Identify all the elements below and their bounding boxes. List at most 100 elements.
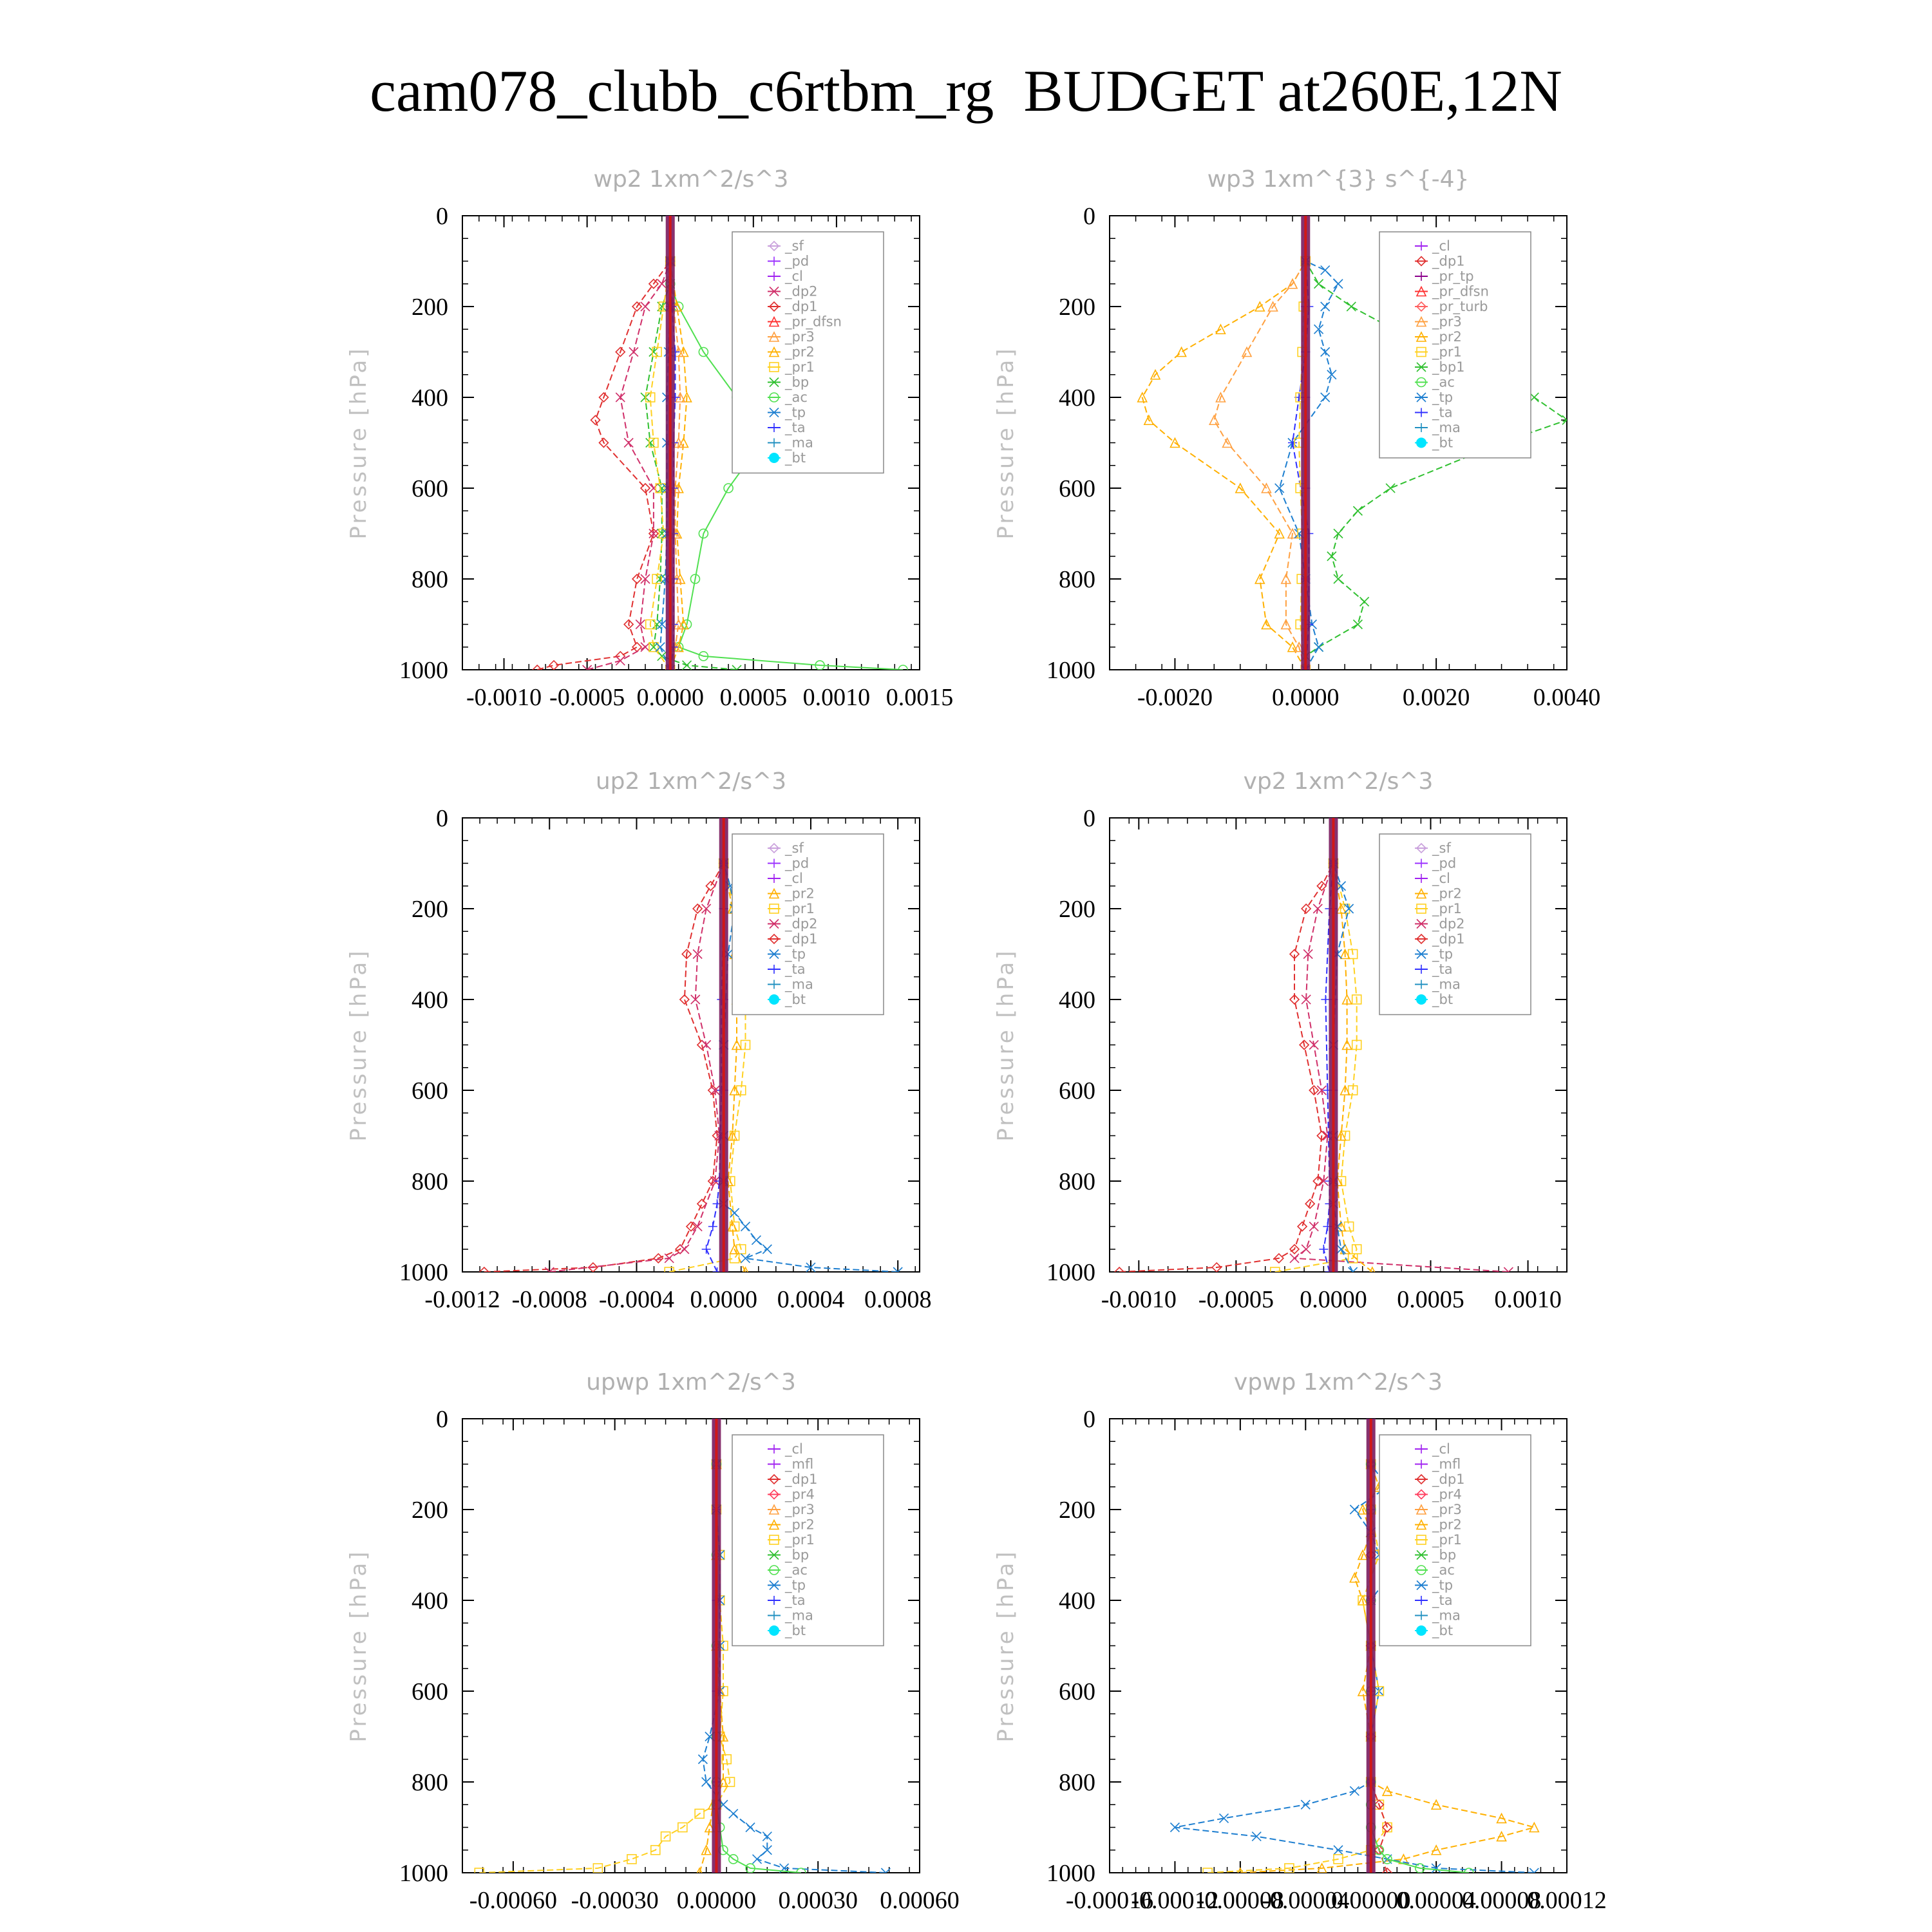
data-point-_pr2 [1430, 1844, 1442, 1855]
data-point-_pr1 [1347, 949, 1358, 960]
data-point-_dp1 [623, 619, 634, 630]
data-point-_dp2 [649, 528, 659, 539]
data-point-_pr1 [1284, 1863, 1294, 1873]
legend-box [1379, 833, 1531, 1016]
legend-marker-_pr_dfsn [1416, 285, 1427, 297]
data-point-_pr1 [652, 346, 662, 357]
data-point-_dp1 [1298, 1039, 1310, 1050]
x-tick-label: 0.00000 [1331, 1887, 1411, 1914]
legend-label-_dp2: _dp2 [1432, 916, 1465, 933]
x-tick-label: 0.00012 [1527, 1887, 1607, 1914]
legend-label-_ma: _ma [1432, 977, 1461, 993]
data-point-_dp2 [1312, 904, 1323, 914]
x-tick-label: -0.00060 [469, 1887, 557, 1914]
data-point-_dp1 [1289, 949, 1300, 960]
legend-marker-_ac [769, 392, 779, 402]
y-tick-label: 800 [1059, 1769, 1095, 1796]
data-point-_dp2 [615, 392, 625, 402]
data-point-_pr2 [717, 1776, 729, 1787]
x-tick-label: -0.0010 [466, 684, 542, 711]
data-point-_pr1 [740, 1039, 751, 1050]
legend-label-_pr4: _pr4 [1432, 1487, 1462, 1503]
data-point-_pr2 [1316, 1862, 1327, 1873]
data-point-_pr2 [1254, 301, 1265, 312]
x-tick-label: 0.0000 [636, 684, 704, 711]
legend-label-_pr2: _pr2 [784, 1517, 815, 1533]
data-point-_dp1 [615, 346, 626, 357]
legend-marker-_pr2 [768, 887, 780, 899]
legend-marker-_pr2 [1416, 887, 1427, 899]
legend-marker-_cl [1417, 242, 1426, 251]
y-tick-label: 1000 [1046, 657, 1095, 684]
x-tick-label: -0.0005 [549, 684, 625, 711]
data-point-_pr1 [1351, 1039, 1362, 1050]
data-point-_pr2 [1254, 573, 1265, 584]
y-tick-label: 1000 [399, 1259, 448, 1286]
data-point-_dp2 [1309, 1221, 1319, 1232]
data-point-_dp2 [1301, 1244, 1311, 1255]
data-point-_tp [752, 1854, 762, 1864]
data-point-_dp1 [1301, 903, 1312, 914]
y-tick-label: 600 [412, 475, 448, 502]
data-point-_dp2 [664, 1253, 674, 1264]
data-point-_pr3 [1222, 437, 1233, 448]
legend-marker-_bp [769, 1549, 779, 1560]
data-point-_dp1 [548, 659, 560, 670]
data-point-_pr2 [1381, 1785, 1393, 1796]
data-point-_ac [1464, 1868, 1474, 1873]
legend-label-_bt: _bt [784, 992, 806, 1008]
data-point-_pr2 [1287, 641, 1298, 652]
panel-6: vpwp 1xm^2/s^3 Pressure [hPa] 0 200 400 600 80… [993, 1369, 1607, 1914]
data-point-_dp1 [598, 392, 609, 403]
data-point-_pr1 [664, 1267, 674, 1272]
legend-marker-_pr2 [1416, 1519, 1427, 1530]
data-point-_pr2 [726, 1130, 738, 1141]
legend-marker-_tp [1416, 949, 1426, 960]
data-point-_tp [1327, 370, 1337, 380]
data-point-_dp1 [631, 573, 643, 585]
data-point-_tp [1348, 1267, 1358, 1272]
data-point-_pr2 [1528, 1821, 1540, 1833]
data-point-_pr3 [1287, 527, 1298, 539]
legend-label-_ma: _ma [1432, 1608, 1461, 1624]
legend-label-_cl: _cl [1432, 238, 1450, 254]
legend-marker-_ac [1416, 1565, 1426, 1575]
data-point-_tp [1218, 1813, 1229, 1823]
data-point-_tp [1314, 324, 1324, 334]
data-point-_bp1 [1333, 574, 1343, 584]
panel-5: upwp 1xm^2/s^3 Pressure [hPa] 0 200 400 600 80… [346, 1369, 960, 1914]
data-point-_dp2 [640, 574, 650, 584]
data-point-_pr2 [1143, 414, 1155, 426]
legend-marker-_ta [770, 1596, 779, 1605]
y-tick-label: 400 [1059, 1587, 1095, 1615]
data-point-_bp1 [1562, 415, 1567, 425]
series-line-_dp2 [549, 863, 724, 1272]
data-point-_dp1 [1113, 1266, 1125, 1272]
legend-label-_cl: _cl [784, 269, 803, 285]
legend-label-_pr_tp: _pr_tp [1432, 269, 1474, 285]
data-point-_pr2 [1235, 482, 1246, 493]
data-point-_dp2 [544, 1267, 554, 1272]
data-point-_pr3 [1215, 392, 1226, 402]
data-point-_pr1 [1270, 1267, 1280, 1272]
legend-label-_ac: _ac [1432, 1562, 1455, 1578]
legend-label-_pr1: _pr1 [1432, 345, 1462, 361]
y-tick-label: 400 [412, 987, 448, 1014]
x-tick-label: -0.00030 [571, 1887, 659, 1914]
legend-label-_pr2: _pr2 [784, 886, 815, 902]
legend-marker-_dp1 [768, 1473, 780, 1485]
y-tick-label: 1000 [1046, 1259, 1095, 1286]
legend-marker-_cl [770, 272, 779, 281]
legend-label-_dp1: _dp1 [1432, 254, 1465, 270]
data-point-_tp [1333, 279, 1343, 289]
data-point-_pr1 [649, 437, 659, 448]
legend-marker-_ma [1417, 980, 1426, 989]
data-point-_tp [1336, 1244, 1347, 1255]
x-tick-label: 0.0000 [690, 1286, 757, 1313]
data-point-_ac [1382, 1854, 1392, 1864]
data-point-_tp [1170, 1822, 1180, 1833]
data-point-_dp2 [649, 483, 659, 493]
data-point-_dp1 [685, 1221, 697, 1232]
legend-marker-_cl [770, 1444, 779, 1454]
legend-label-_ma: _ma [1432, 420, 1461, 436]
